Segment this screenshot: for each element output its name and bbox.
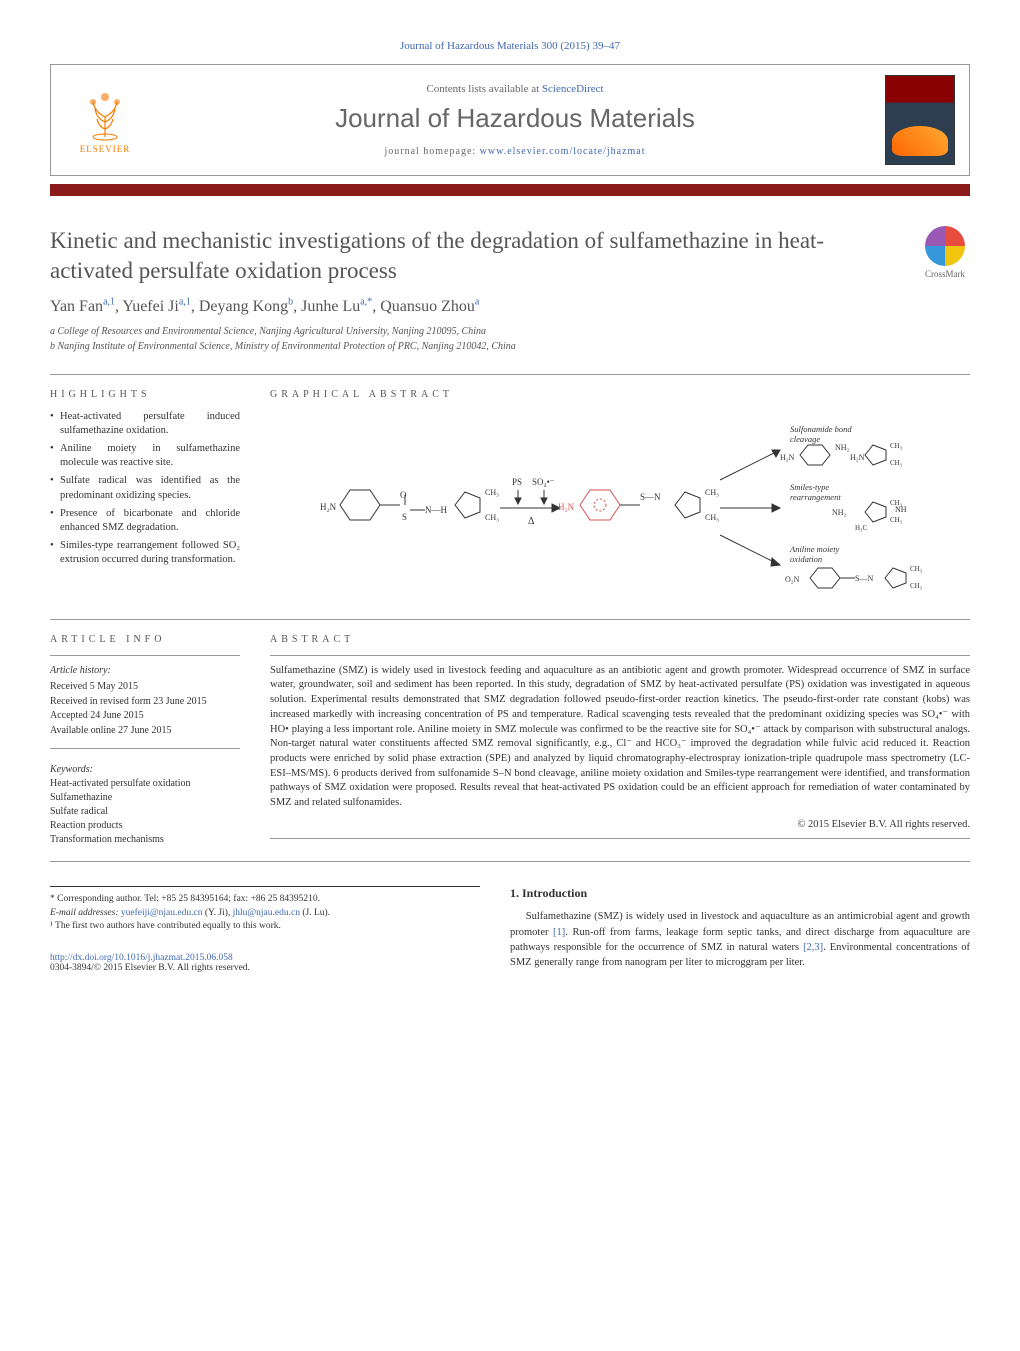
highlight-item: Presence of bicarbonate and chloride enh…: [50, 507, 240, 535]
svg-text:CH₃: CH₃: [890, 459, 903, 467]
history-revised: Received in revised form 23 June 2015: [50, 695, 240, 710]
svg-text:Δ: Δ: [528, 516, 535, 527]
svg-text:SO₄•⁻: SO₄•⁻: [532, 477, 555, 487]
affiliation-a: a College of Resources and Environmental…: [50, 324, 970, 339]
svg-text:H₂N: H₂N: [780, 453, 795, 462]
svg-text:CH₃: CH₃: [705, 513, 719, 522]
journal-header-box: ELSEVIER Contents lists available at Sci…: [50, 64, 970, 176]
journal-homepage-link[interactable]: www.elsevier.com/locate/jhazmat: [480, 146, 646, 157]
keywords-block: Keywords: Heat-activated persulfate oxid…: [50, 763, 240, 847]
running-header: Journal of Hazardous Materials 300 (2015…: [50, 40, 970, 52]
publisher-name: ELSEVIER: [80, 144, 131, 154]
divider: [50, 619, 970, 620]
affiliations: a College of Resources and Environmental…: [50, 324, 970, 354]
highlights-label: HIGHLIGHTS: [50, 389, 240, 400]
svg-text:oxidation: oxidation: [790, 554, 822, 564]
article-title: Kinetic and mechanistic investigations o…: [50, 226, 900, 286]
copyright-line: © 2015 Elsevier B.V. All rights reserved…: [270, 819, 970, 830]
keyword-item: Heat-activated persulfate oxidation: [50, 777, 240, 791]
article-info-label: ARTICLE INFO: [50, 634, 240, 645]
divider: [50, 861, 970, 862]
svg-text:S—N: S—N: [640, 492, 661, 502]
svg-text:NH₂: NH₂: [832, 508, 847, 517]
crossmark-icon: [925, 226, 965, 266]
publisher-logo: ELSEVIER: [65, 80, 145, 160]
svg-text:H₂N: H₂N: [850, 453, 865, 462]
svg-text:CH₃: CH₃: [705, 488, 719, 497]
journal-cover-thumbnail: [885, 75, 955, 165]
doi-block: http://dx.doi.org/10.1016/j.jhazmat.2015…: [50, 953, 480, 973]
crossmark-badge[interactable]: CrossMark: [920, 226, 970, 281]
history-online: Available online 27 June 2015: [50, 724, 240, 739]
svg-text:CH₃: CH₃: [890, 516, 903, 524]
svg-text:CH₃: CH₃: [910, 565, 923, 573]
svg-text:PS: PS: [512, 477, 522, 487]
email-link-2[interactable]: jhlu@njau.edu.cn: [233, 908, 300, 918]
issn-copyright-line: 0304-3894/© 2015 Elsevier B.V. All right…: [50, 963, 480, 973]
svg-text:S—N: S—N: [855, 574, 873, 583]
elsevier-tree-icon: [75, 87, 135, 142]
highlight-item: Aniline moiety in sulfamethazine molecul…: [50, 442, 240, 470]
crossmark-label: CrossMark: [925, 269, 965, 279]
graphical-abstract-label: GRAPHICAL ABSTRACT: [270, 389, 970, 400]
highlights-list: Heat-activated persulfate induced sulfam…: [50, 410, 240, 568]
accent-bar: [50, 184, 970, 196]
svg-text:NH₂: NH₂: [835, 443, 850, 452]
svg-text:H₃C: H₃C: [855, 524, 867, 532]
affiliation-b: b Nanjing Institute of Environmental Sci…: [50, 339, 970, 354]
svg-text:Aniline moiety: Aniline moiety: [789, 544, 840, 554]
sciencedirect-link[interactable]: ScienceDirect: [542, 83, 604, 95]
keyword-item: Sulfamethazine: [50, 791, 240, 805]
author-list: Yan Fana,1, Yuefei Jia,1, Deyang Kongb, …: [50, 298, 970, 316]
svg-text:S: S: [402, 512, 407, 522]
journal-name: Journal of Hazardous Materials: [145, 103, 885, 134]
svg-text:CH₃: CH₃: [485, 488, 499, 497]
svg-text:CH₃: CH₃: [910, 582, 923, 590]
abstract-label: ABSTRACT: [270, 634, 970, 645]
graphical-abstract-figure: H₂N O S N—H CH₃ CH₃ PS SO₄•⁻ Δ: [270, 420, 970, 600]
intro-heading: 1. Introduction: [510, 886, 970, 901]
svg-text:Smiles-type: Smiles-type: [790, 482, 829, 492]
svg-text:O: O: [400, 490, 407, 500]
intro-paragraph: Sulfamethazine (SMZ) is widely used in l…: [510, 909, 970, 970]
highlight-item: Sulfate radical was identified as the pr…: [50, 474, 240, 502]
highlight-item: Heat-activated persulfate induced sulfam…: [50, 410, 240, 438]
svg-text:N—H: N—H: [425, 505, 447, 515]
keyword-item: Transformation mechanisms: [50, 833, 240, 847]
history-received: Received 5 May 2015: [50, 680, 240, 695]
keyword-item: Sulfate radical: [50, 805, 240, 819]
footnotes-block: * Corresponding author. Tel: +85 25 8439…: [50, 886, 480, 933]
svg-text:H₂N: H₂N: [558, 502, 575, 512]
journal-homepage-line: journal homepage: www.elsevier.com/locat…: [145, 146, 885, 157]
corresponding-author-note: * Corresponding author. Tel: +85 25 8439…: [50, 893, 480, 906]
article-info-block: Article history: Received 5 May 2015 Rec…: [50, 664, 240, 739]
svg-text:Sulfonamide bond: Sulfonamide bond: [790, 424, 852, 434]
divider: [50, 374, 970, 375]
svg-text:CH₃: CH₃: [485, 513, 499, 522]
svg-text:H₂N: H₂N: [320, 502, 337, 512]
keywords-label: Keywords:: [50, 763, 240, 777]
email-line: E-mail addresses: yuefeiji@njau.edu.cn (…: [50, 907, 480, 920]
history-accepted: Accepted 24 June 2015: [50, 709, 240, 724]
highlight-item: Similes-type rearrangement followed SO₂ …: [50, 539, 240, 567]
email-link-1[interactable]: yuefeiji@njau.edu.cn: [121, 908, 203, 918]
doi-link[interactable]: http://dx.doi.org/10.1016/j.jhazmat.2015…: [50, 953, 233, 963]
history-label: Article history:: [50, 664, 240, 679]
svg-text:O₂N: O₂N: [785, 575, 800, 584]
contents-available-line: Contents lists available at ScienceDirec…: [145, 83, 885, 95]
equal-contribution-note: ¹ The first two authors have contributed…: [50, 920, 480, 933]
svg-text:rearrangement: rearrangement: [790, 492, 841, 502]
keyword-item: Reaction products: [50, 819, 240, 833]
abstract-text: Sulfamethazine (SMZ) is widely used in l…: [270, 664, 970, 811]
svg-text:CH₃: CH₃: [890, 442, 903, 450]
svg-text:cleavage: cleavage: [790, 434, 820, 444]
svg-text:NH: NH: [895, 505, 907, 514]
